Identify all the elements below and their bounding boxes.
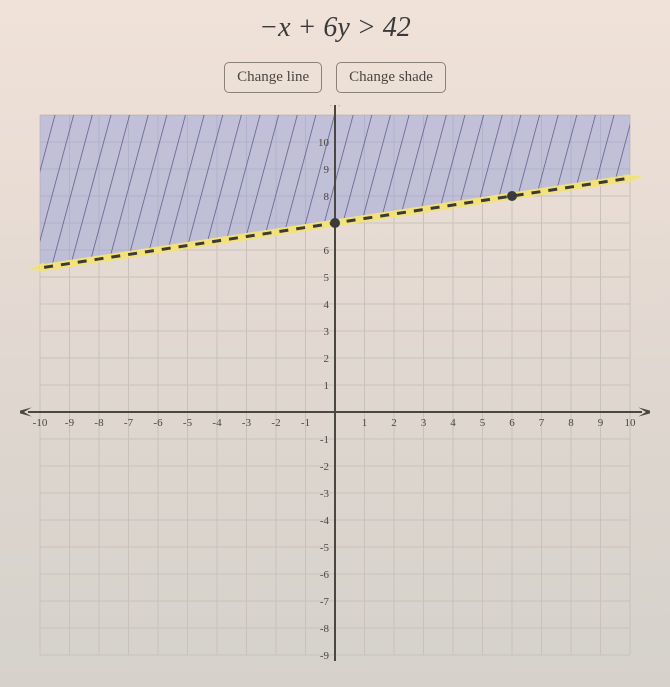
svg-text:7: 7	[539, 417, 545, 429]
coordinate-graph[interactable]: -10 -9 -8 -7 -6 -5 -4 -3 -2 -1 1 2 3 4 5 6 7 8 9 10 -9 -8 -7 -6…	[20, 105, 650, 665]
svg-text:8: 8	[324, 191, 330, 203]
svg-text:4: 4	[324, 299, 330, 311]
svg-text:6: 6	[324, 245, 330, 257]
svg-text:-2: -2	[320, 461, 329, 473]
svg-text:10: 10	[318, 137, 330, 149]
svg-text:-9: -9	[65, 417, 75, 429]
svg-text:2: 2	[324, 353, 330, 365]
svg-text:-4: -4	[320, 515, 330, 527]
graph-area[interactable]: -10 -9 -8 -7 -6 -5 -4 -3 -2 -1 1 2 3 4 5 6 7 8 9 10 -9 -8 -7 -6…	[20, 105, 650, 665]
svg-text:-8: -8	[94, 417, 104, 429]
svg-text:10: 10	[625, 417, 637, 429]
svg-text:-6: -6	[153, 417, 163, 429]
svg-text:4: 4	[450, 417, 456, 429]
svg-text:9: 9	[324, 164, 330, 176]
svg-text:-5: -5	[183, 417, 193, 429]
svg-text:8: 8	[568, 417, 574, 429]
svg-text:-7: -7	[124, 417, 134, 429]
svg-text:-1: -1	[320, 434, 329, 446]
svg-text:-10: -10	[33, 417, 48, 429]
change-shade-button[interactable]: Change shade	[336, 62, 446, 93]
svg-text:-3: -3	[242, 417, 252, 429]
svg-text:5: 5	[480, 417, 486, 429]
svg-text:3: 3	[324, 326, 330, 338]
svg-text:-3: -3	[320, 488, 330, 500]
change-line-button[interactable]: Change line	[224, 62, 322, 93]
svg-text:2: 2	[391, 417, 397, 429]
svg-text:5: 5	[324, 272, 330, 284]
svg-text:6: 6	[509, 417, 515, 429]
svg-text:-9: -9	[320, 650, 330, 662]
svg-text:-4: -4	[212, 417, 222, 429]
svg-text:3: 3	[421, 417, 427, 429]
svg-text:-6: -6	[320, 569, 330, 581]
svg-text:1: 1	[324, 380, 330, 392]
svg-text:-5: -5	[320, 542, 330, 554]
svg-text:1: 1	[362, 417, 368, 429]
svg-text:9: 9	[598, 417, 604, 429]
svg-text:-7: -7	[320, 596, 330, 608]
button-row: Change line Change shade	[224, 62, 446, 93]
inequality-equation: −x + 6y > 42	[259, 12, 411, 44]
svg-text:-1: -1	[301, 417, 310, 429]
svg-text:-8: -8	[320, 623, 330, 635]
svg-text:-2: -2	[271, 417, 280, 429]
